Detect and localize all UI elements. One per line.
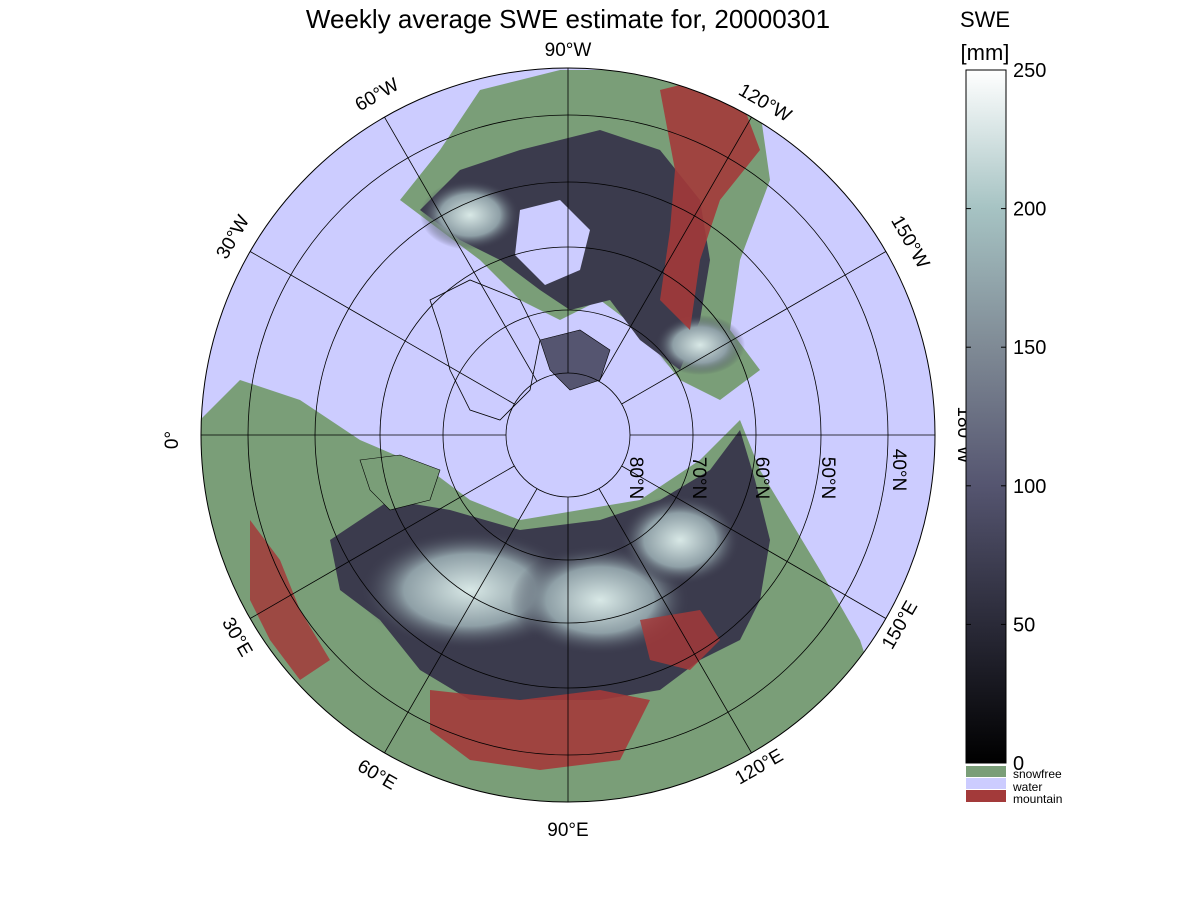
quebec-deep-snow xyxy=(420,180,520,250)
siberia-mountains xyxy=(640,610,720,670)
meridian-label-30e: 30°E xyxy=(217,614,256,660)
colorbar-tick-label: 50 xyxy=(1013,614,1035,636)
parallel-label-70n: 70°N xyxy=(688,457,709,499)
meridian-label-90e: 90°E xyxy=(547,820,588,841)
colorbar-title: SWE xyxy=(960,7,1010,32)
colorbar-tick-label: 200 xyxy=(1013,199,1046,221)
polar-map: 90°W 120°W 150°W 180°W 150°E 120°E 90°E … xyxy=(162,40,974,841)
meridian-line xyxy=(598,488,752,754)
colorbar-ticks: 0 50 100 150 200 250 xyxy=(966,60,1046,775)
central-asia-mountains xyxy=(430,690,650,770)
graticule-meridians xyxy=(201,68,935,802)
colorbar-tick-label: 100 xyxy=(1013,476,1046,498)
meridian-line xyxy=(249,251,515,405)
meridian-label-150w: 150°W xyxy=(886,212,933,272)
europe-mountains xyxy=(250,520,330,680)
colorbar-tick-label: 250 xyxy=(1013,60,1046,82)
legend-label-snowfree: snowfree xyxy=(1013,767,1062,781)
parallel-label-60n: 60°N xyxy=(751,457,772,499)
meridian-line xyxy=(384,116,538,382)
colorbar-tick-label: 0 xyxy=(1013,753,1024,775)
scandinavia xyxy=(359,454,441,511)
rocky-mountains xyxy=(660,80,760,330)
meridian-label-0: 0° xyxy=(162,431,183,449)
colorbar-tick-label: 150 xyxy=(1013,337,1046,359)
legend-label-mountain: mountain xyxy=(1013,792,1062,806)
meridian-line xyxy=(621,251,887,405)
map-boundary xyxy=(200,67,936,803)
alaska-deep-snow xyxy=(655,315,745,375)
legend-swatch-water xyxy=(966,778,1006,789)
parallel-label-50n: 50°N xyxy=(817,457,838,499)
legend-label-water: water xyxy=(1012,780,1042,794)
meridian-label-60e: 60°E xyxy=(354,756,400,795)
meridian-label-60w: 60°W xyxy=(352,74,403,116)
colorbar-gradient xyxy=(965,69,1007,764)
legend-swatch-snowfree xyxy=(966,766,1006,777)
legend-swatch-mountain xyxy=(966,790,1006,802)
map-title: Weekly average SWE estimate for, 2000030… xyxy=(306,4,830,34)
parallel-labels: 80°N 70°N 60°N 50°N 40°N xyxy=(625,449,909,499)
parallel-label-80n: 80°N xyxy=(625,457,646,499)
meridian-line xyxy=(384,488,538,754)
eurasia-deep-snow-east xyxy=(620,495,740,585)
meridian-line xyxy=(249,465,515,619)
meridian-label-90w: 90°W xyxy=(545,40,592,61)
parallel-label-40n: 40°N xyxy=(888,449,909,491)
greenland xyxy=(429,279,541,421)
hudson-bay xyxy=(515,200,590,285)
colorbar-unit: [mm] xyxy=(961,40,1010,65)
meridian-line xyxy=(598,116,752,382)
meridian-line xyxy=(621,465,887,619)
